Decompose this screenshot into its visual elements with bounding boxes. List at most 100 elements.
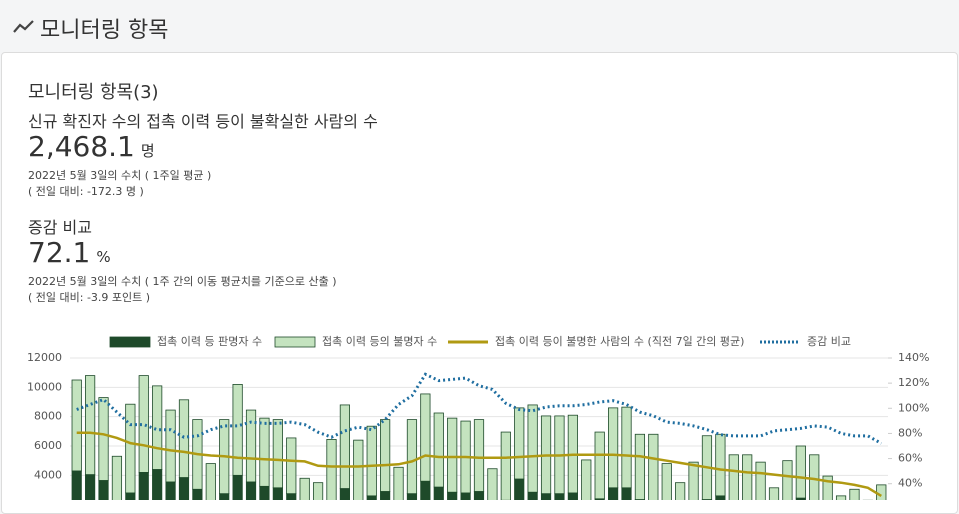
bar [407, 420, 416, 494]
bar [622, 488, 631, 500]
y-tick-label: 10000 [27, 380, 62, 393]
metric-note: 2022년 5월 3일의 수치 ( 1주일 평균 ) [28, 167, 211, 183]
bar [434, 413, 443, 487]
header-title: 모니터링 항목 [40, 12, 168, 44]
bar [421, 481, 430, 500]
bar [152, 386, 161, 470]
metric-label: 증감 비교 [28, 214, 92, 238]
bar [501, 432, 510, 500]
bar [126, 493, 135, 500]
y-tick-label: 12000 [27, 351, 62, 364]
bar [729, 455, 738, 500]
bar [152, 469, 161, 500]
bar [287, 438, 296, 494]
bar [72, 380, 81, 471]
bar [595, 432, 604, 499]
metric-note: ( 전일 대비: -172.3 명 ) [28, 183, 144, 199]
trend-icon [12, 18, 36, 36]
legend-label: 접촉 이력 등이 불명한 사람의 수 (직전 7일 간의 평균) [495, 334, 744, 348]
bar [447, 418, 456, 492]
bar [649, 434, 658, 500]
bar [273, 488, 282, 500]
bar [166, 482, 175, 500]
metric-label: 신규 확진자 수의 접촉 이력 등이 불확실한 사람의 수 [28, 108, 378, 132]
bar [220, 494, 229, 500]
metric-value: 72.1 [28, 236, 90, 269]
bar [608, 408, 617, 488]
bar [769, 488, 778, 500]
bar [743, 455, 752, 500]
legend-label: 접촉 이력 등의 불명자 수 [322, 335, 437, 348]
metric-value: 2,468.1 [28, 130, 135, 163]
bar [836, 496, 845, 500]
bar [555, 494, 564, 500]
bar [689, 462, 698, 500]
bar [582, 460, 591, 500]
bar [461, 493, 470, 500]
bar [85, 475, 94, 500]
bar [206, 464, 215, 500]
metric-note: 2022년 5월 3일의 수치 ( 1주 간의 이동 평균치를 기준으로 산출 … [28, 273, 337, 289]
bar [474, 491, 483, 500]
y2-tick-label: 60% [898, 452, 922, 465]
y2-tick-label: 140% [898, 351, 929, 364]
bar [273, 420, 282, 488]
bar [367, 496, 376, 500]
bar [380, 491, 389, 500]
bar [488, 469, 497, 500]
bar [716, 496, 725, 500]
page: 모니터링 항목 모니터링 항목(3) 신규 확진자 수의 접촉 이력 등이 불확… [0, 0, 959, 500]
legend-swatch [110, 337, 150, 347]
bar [340, 405, 349, 489]
metric-note: ( 전일 대비: -3.9 포인트 ) [28, 289, 150, 305]
bar [407, 494, 416, 500]
bar [796, 446, 805, 498]
y2-tick-label: 100% [898, 401, 929, 414]
bar [394, 467, 403, 500]
metric-unit: % [96, 248, 110, 266]
bar [72, 471, 81, 500]
bar [354, 440, 363, 500]
bar [541, 494, 550, 500]
bar [515, 408, 524, 479]
bar [515, 479, 524, 500]
legend-label: 증감 비교 [807, 335, 851, 348]
bar [260, 418, 269, 486]
bar [85, 376, 94, 475]
bar [126, 404, 135, 493]
y2-tick-label: 40% [898, 477, 922, 490]
bar [434, 487, 443, 500]
bar [421, 394, 430, 481]
bar [877, 485, 886, 500]
bar [139, 472, 148, 500]
bar [233, 475, 242, 500]
legend-label: 접촉 이력 등 판명자 수 [157, 335, 262, 348]
bar [287, 494, 296, 500]
bar [99, 480, 108, 500]
bar [474, 420, 483, 492]
bar [300, 478, 309, 500]
bar [313, 483, 322, 500]
bar [635, 434, 644, 499]
bar [716, 434, 725, 496]
bar [246, 482, 255, 500]
bar [380, 420, 389, 492]
bar [528, 492, 537, 500]
bar [447, 492, 456, 500]
bar [622, 407, 631, 488]
y2-tick-label: 120% [898, 376, 929, 389]
y-tick-label: 8000 [34, 410, 62, 423]
bar [850, 489, 859, 500]
bar [166, 410, 175, 482]
y-tick-label: 6000 [34, 439, 62, 452]
chart: 400060008000100001200040%60%80%100%120%1… [0, 320, 959, 500]
bar [568, 493, 577, 500]
bar [528, 405, 537, 492]
bar [327, 439, 336, 500]
bar [367, 426, 376, 496]
bar [608, 488, 617, 500]
y-tick-label: 4000 [34, 468, 62, 481]
metric-value-row: 72.1% [28, 236, 111, 269]
bar [233, 384, 242, 475]
